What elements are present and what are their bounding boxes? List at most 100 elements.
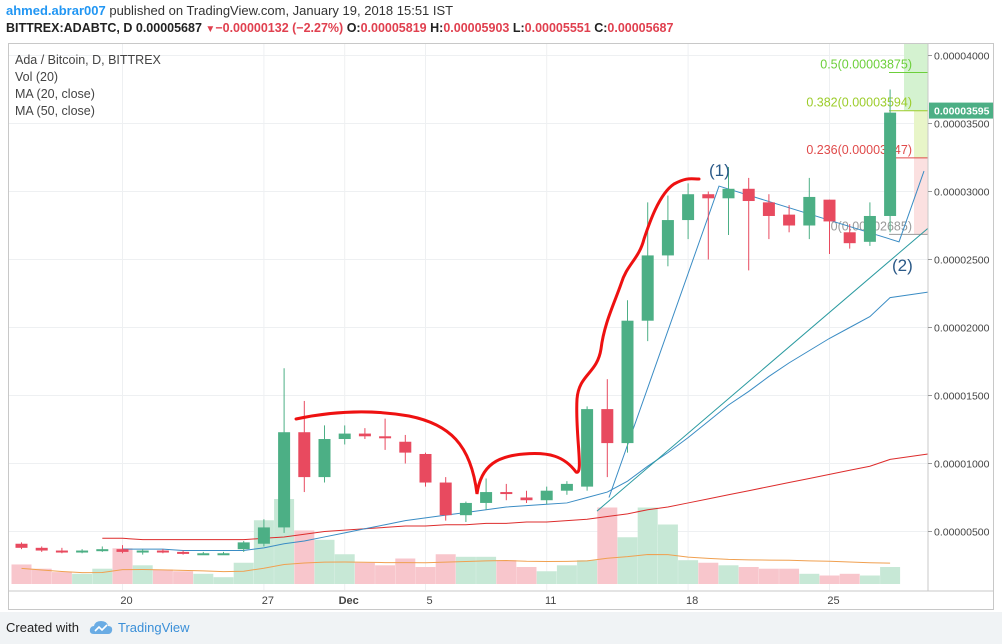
candle-body — [823, 199, 836, 222]
candle — [419, 452, 432, 487]
fib-zone-0.5 — [904, 44, 928, 111]
price-chart[interactable]: 0.5(0.00003875) 0.382(0.00003594) 0.236(0.… — [9, 44, 993, 609]
candle — [116, 545, 129, 554]
candle — [682, 183, 695, 240]
candle — [520, 490, 533, 503]
candle — [237, 541, 250, 552]
candle — [783, 205, 796, 233]
time-axis-label: 18 — [686, 595, 698, 607]
chart-panel[interactable]: 0.5(0.00003875) 0.382(0.00003594) 0.236(0.… — [8, 43, 994, 610]
candle-body — [722, 188, 735, 199]
tradingview-link[interactable]: TradingView — [118, 620, 190, 635]
candle-body — [197, 553, 210, 556]
volume-bar — [758, 568, 779, 584]
wave-label-2: (2) — [892, 256, 913, 275]
candle-body — [581, 409, 594, 487]
candle — [55, 547, 68, 554]
candle-body — [540, 490, 553, 501]
candle-body — [439, 482, 452, 516]
volume-bar — [233, 562, 254, 584]
close-value: 0.00005687 — [607, 21, 674, 35]
volume-bar — [395, 558, 416, 584]
time-axis-label: 11 — [545, 595, 556, 607]
volume-bar — [435, 554, 456, 584]
volume-bar — [577, 560, 598, 584]
candle-body — [217, 553, 230, 556]
volume-bar — [72, 573, 93, 584]
volume-bar — [193, 573, 214, 584]
published-text: published on TradingView.com, January 19… — [105, 3, 454, 18]
candle — [641, 202, 654, 342]
candle — [136, 549, 149, 555]
candle-body — [601, 409, 614, 444]
candle — [884, 89, 897, 233]
author-link[interactable]: ahmed.abrar007 — [6, 3, 106, 18]
price-axis-label: 0.00003500 — [934, 119, 990, 131]
candle-body — [278, 432, 291, 528]
candle-body — [55, 550, 68, 553]
candle-body — [116, 549, 129, 552]
open-label: O: — [346, 21, 361, 35]
symbol-info-bar: BITTREX:ADABTC, D 0.00005687 ▼−0.0000013… — [6, 21, 673, 35]
volume-bar — [132, 565, 153, 584]
candle-body — [641, 255, 654, 321]
trend-line — [596, 227, 929, 512]
volume-bar — [597, 507, 618, 584]
candle-body — [803, 196, 816, 226]
candle — [318, 425, 331, 483]
volume-bar — [819, 575, 840, 584]
price-axis-label: 0.00001000 — [934, 459, 990, 471]
candle-body — [76, 550, 89, 553]
volume-bar — [294, 530, 315, 584]
fib-zone-0.382 — [914, 110, 928, 158]
volume-bar — [415, 567, 436, 584]
legend-title: Ada / Bitcoin, D, BITTREX — [15, 53, 161, 67]
fib-level-label: 0.382(0.00003594) — [806, 96, 912, 110]
volume-bar — [334, 554, 355, 584]
candle — [621, 300, 634, 453]
candle-body — [742, 188, 755, 202]
candle-body — [520, 497, 533, 501]
legend-vol: Vol (20) — [15, 70, 59, 84]
time-axis-label: 5 — [426, 595, 432, 607]
candle — [379, 418, 392, 450]
volume-bar — [536, 571, 557, 584]
candle — [278, 368, 291, 533]
candle-body — [783, 214, 796, 226]
candle — [177, 550, 190, 555]
volume-bar — [51, 572, 72, 584]
candle — [803, 177, 816, 240]
open-value: 0.00005819 — [360, 21, 427, 35]
candle — [762, 194, 775, 240]
volume-bar — [152, 569, 173, 584]
candle-body — [257, 527, 270, 544]
fib-level-label: 0.5(0.00003875) — [820, 58, 912, 72]
candle — [298, 400, 311, 493]
candle-body — [884, 112, 897, 216]
volume-bar — [637, 507, 658, 584]
time-axis-label: 27 — [262, 595, 274, 607]
volume-bar — [617, 537, 638, 584]
candle — [722, 167, 735, 236]
fib-zone-0.236 — [914, 157, 928, 235]
volume-bar — [556, 565, 577, 584]
volume-bar — [718, 565, 739, 584]
candle — [823, 199, 836, 255]
candle — [540, 486, 553, 505]
candle-body — [96, 549, 109, 552]
candle — [76, 549, 89, 554]
price-axis-label: 0.00000500 — [934, 527, 990, 539]
price-axis-label: 0.00002500 — [934, 255, 990, 267]
volume-bar — [112, 548, 133, 584]
volume-bar — [799, 573, 820, 584]
last-price-tag-label: 0.00003595 — [934, 106, 990, 118]
legend-ma20: MA (20, close) — [15, 87, 95, 101]
volume-bar — [173, 571, 194, 584]
symbol-label: BITTREX:ADABTC, D — [6, 21, 133, 35]
candle — [35, 546, 48, 552]
candle — [257, 519, 270, 547]
candle — [581, 406, 594, 491]
candle-body — [560, 483, 573, 491]
time-axis-label: 20 — [120, 595, 132, 607]
volume-bar — [516, 567, 537, 584]
